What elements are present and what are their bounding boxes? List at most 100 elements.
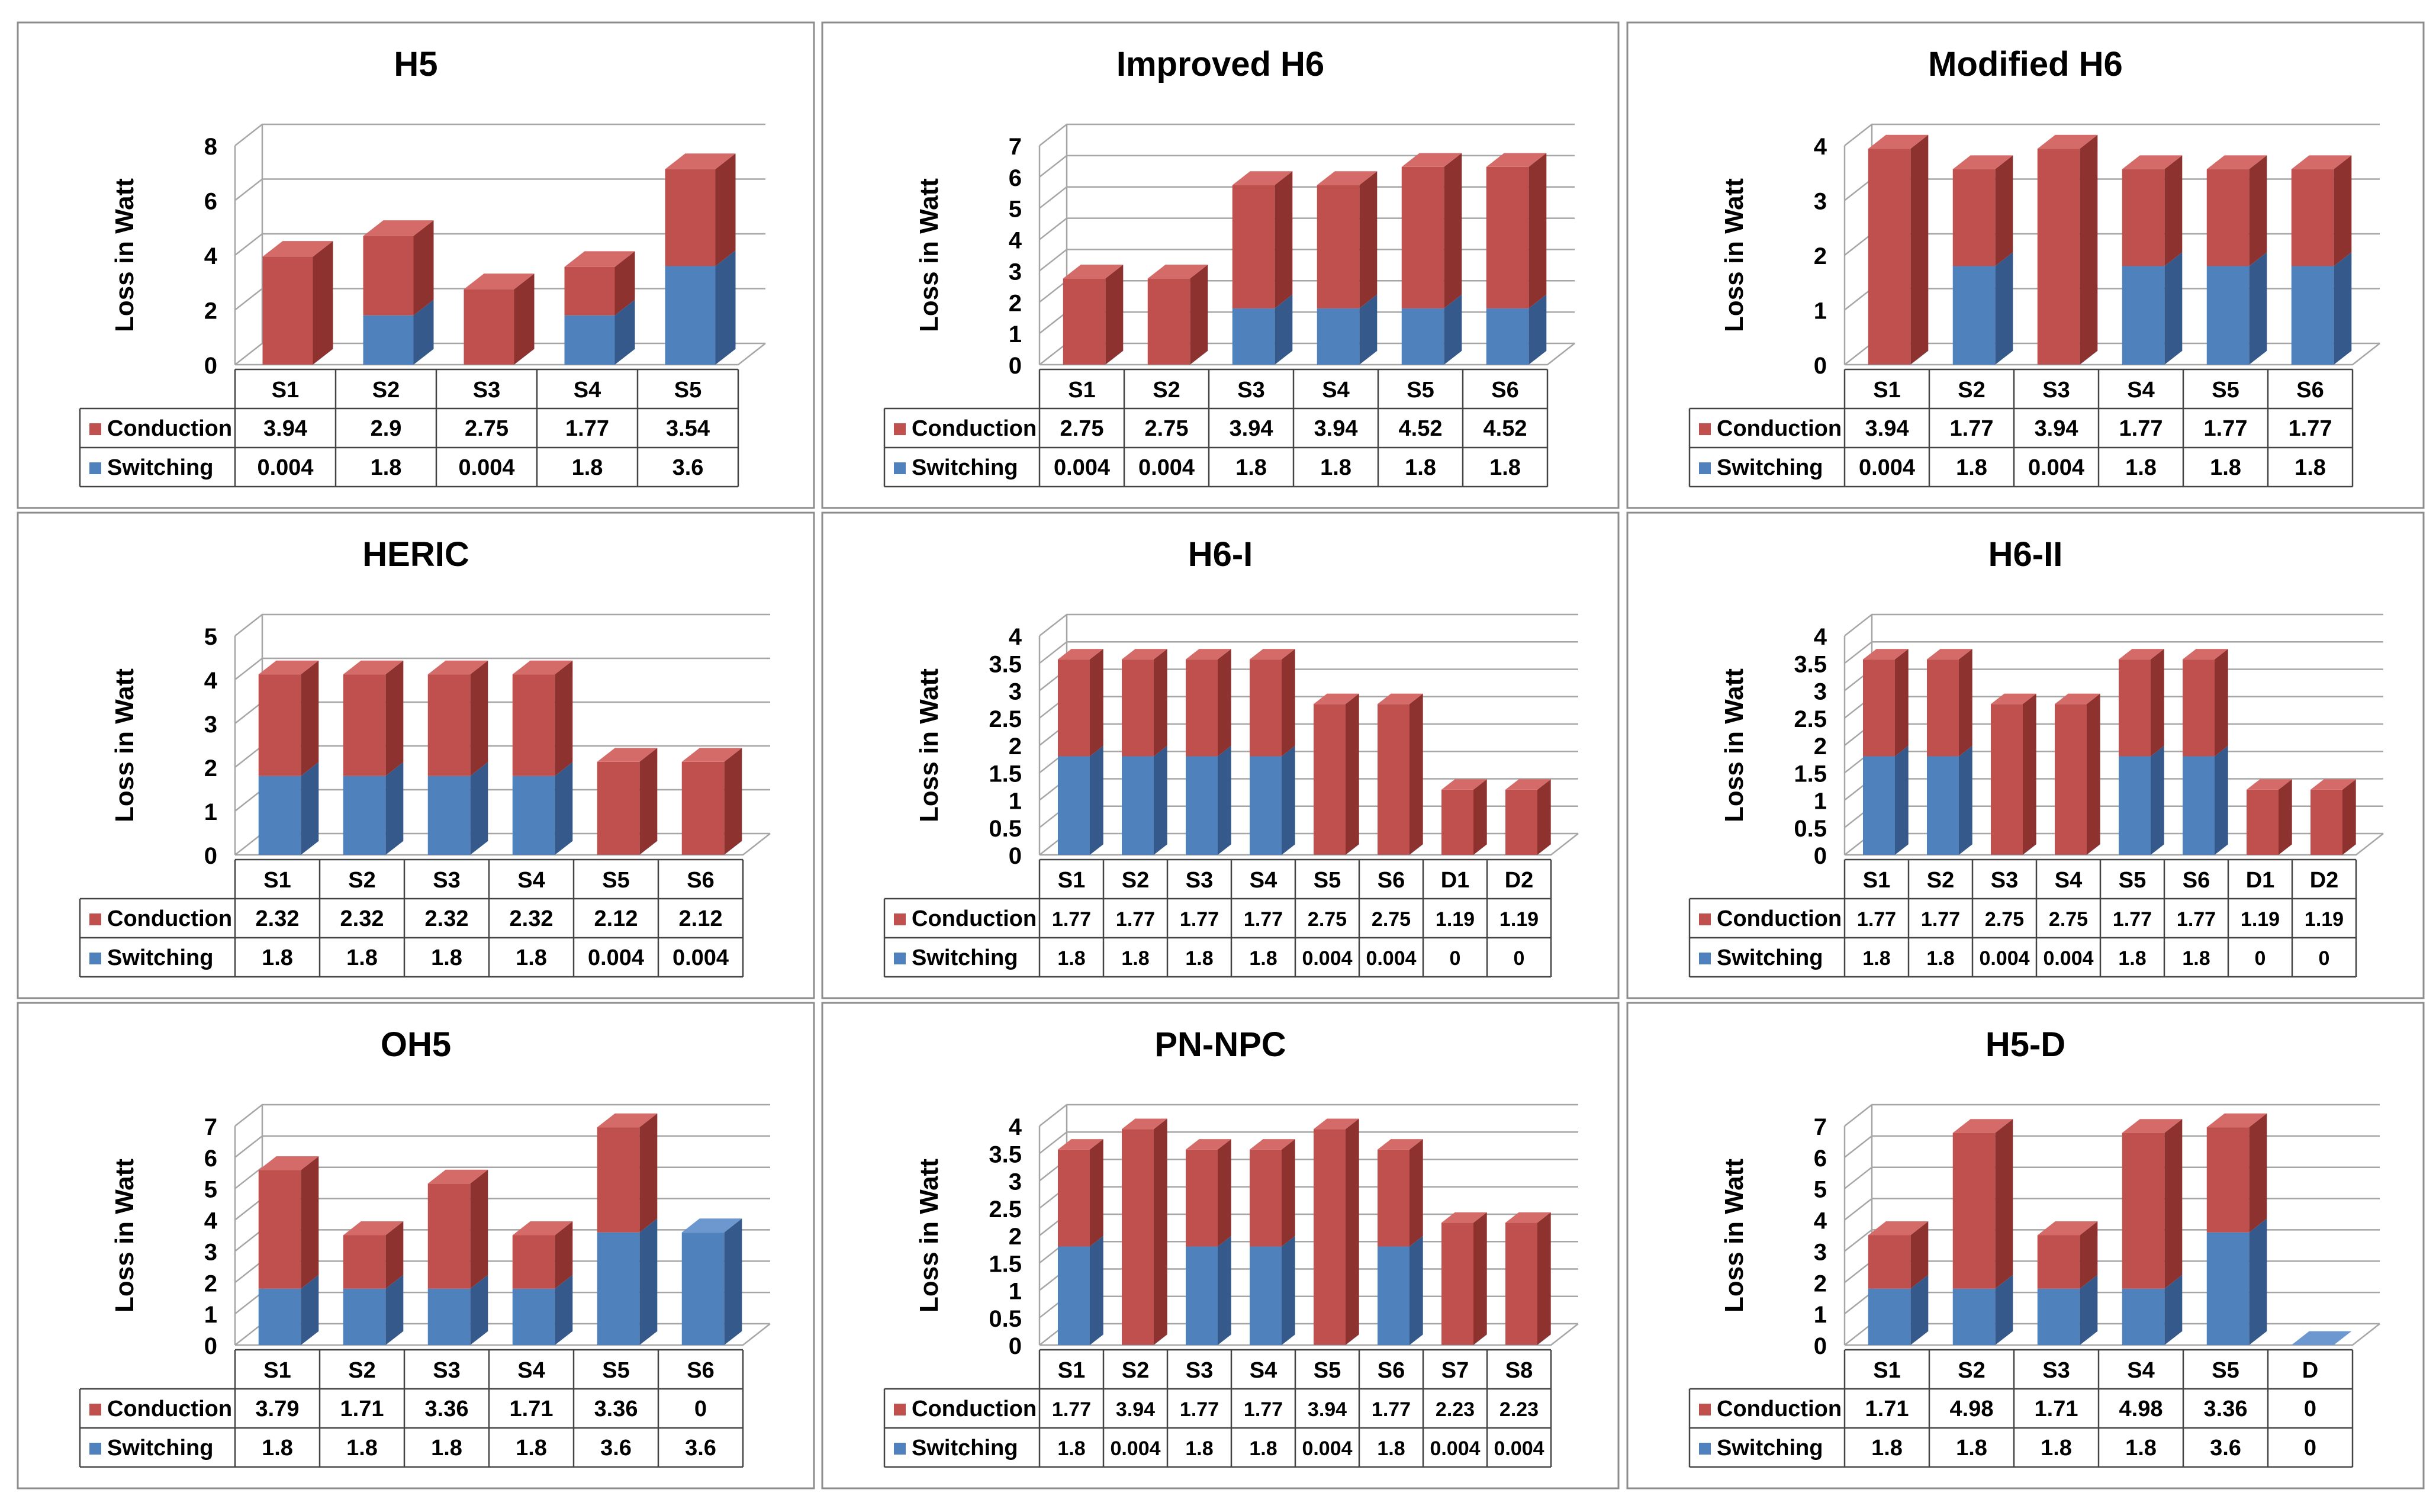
legend-conduction-label: Conduction (912, 1397, 1037, 1421)
x-tick-label: S5 (2212, 1358, 2239, 1383)
x-tick-label: S5 (1314, 868, 1341, 893)
y-tick-label: 0 (1814, 843, 1827, 869)
legend-switching-key (894, 1443, 906, 1455)
data-label: 0.004 (1054, 455, 1110, 480)
x-tick-label: S1 (1873, 378, 1900, 403)
bar-conduction (1122, 1129, 1154, 1344)
bar-switching (1250, 757, 1282, 855)
bar-conduction (428, 1183, 471, 1289)
data-label: 1.77 (1244, 1398, 1283, 1421)
data-label: 1.8 (1185, 947, 1213, 970)
bar-conduction (2055, 704, 2087, 854)
y-tick-label: 2 (204, 1270, 217, 1297)
bar-conduction (1505, 1223, 1537, 1344)
data-label: 0 (2304, 1436, 2316, 1460)
data-label: 1.8 (1956, 1436, 1987, 1460)
bar-conduction (1505, 790, 1537, 855)
data-label: 3.6 (2210, 1436, 2241, 1460)
y-tick-label: 4 (204, 668, 218, 694)
bar-switching (2122, 1289, 2165, 1345)
x-tick-label: S1 (272, 378, 299, 403)
bar-switching (682, 1233, 725, 1345)
y-tick-label: 6 (204, 189, 217, 215)
data-label: 0 (2319, 947, 2330, 970)
x-tick-label: S1 (263, 1358, 291, 1383)
bar-conduction (1063, 278, 1106, 364)
y-tick-label: 2 (204, 755, 217, 781)
y-tick-label: 0 (1814, 353, 1827, 379)
y-tick-label: 0 (204, 353, 217, 379)
data-label: 1.8 (1320, 455, 1351, 480)
bar-conduction (682, 762, 725, 855)
data-label: 3.94 (1865, 416, 1909, 441)
data-label: 1.8 (346, 1436, 378, 1460)
bar-switching (259, 776, 301, 855)
legend-conduction-key (1699, 423, 1711, 435)
bar-conduction (1186, 1150, 1218, 1247)
bar-switching (1058, 757, 1090, 855)
bar-conduction-side (639, 1114, 657, 1233)
y-tick-label: 1 (1009, 321, 1022, 348)
bar-switching (1186, 757, 1218, 855)
y-axis-label: Loss in Watt (915, 668, 944, 822)
legend-conduction-label: Conduction (107, 906, 232, 931)
y-tick-label: 2.5 (1794, 706, 1827, 732)
bar-switching-side (2334, 252, 2351, 365)
chart-title: Improved H6 (1116, 45, 1324, 83)
bar-switching (513, 776, 555, 855)
bar-conduction-side (2342, 779, 2356, 855)
x-tick-label: S4 (574, 378, 601, 403)
x-tick-label: S2 (1958, 378, 1985, 403)
data-label: 2.12 (594, 906, 638, 931)
bar-switching (1122, 757, 1154, 855)
data-label: 2.75 (465, 416, 509, 441)
data-label: 3.94 (2035, 416, 2078, 441)
data-label: 1.8 (1956, 455, 1987, 480)
y-tick-label: 2 (1009, 290, 1022, 316)
data-label: 0.004 (1859, 455, 1915, 480)
bar-conduction (343, 674, 386, 776)
x-tick-label: S5 (674, 378, 701, 403)
data-label: 1.8 (262, 1436, 293, 1460)
bar-conduction (2122, 1133, 2165, 1289)
bar-switching-side (1218, 746, 1231, 855)
data-label: 1.8 (1405, 455, 1436, 480)
y-tick-label: 2 (1814, 243, 1827, 269)
x-tick-label: S1 (1873, 1358, 1900, 1383)
data-label: 1.71 (510, 1397, 554, 1421)
bar-conduction-side (1537, 1212, 1551, 1345)
chart-title: H6-II (1988, 535, 2063, 574)
data-label: 1.19 (2241, 908, 2280, 931)
x-tick-label: D2 (1505, 868, 1534, 893)
bar-conduction (2038, 149, 2080, 364)
y-tick-label: 0.5 (989, 816, 1022, 842)
bar-switching-side (555, 762, 572, 855)
y-tick-label: 2 (204, 298, 217, 324)
chart-title: HERIC (362, 535, 469, 574)
bar-switching-side (2249, 252, 2267, 365)
y-tick-label: 3 (1814, 189, 1827, 215)
bar-conduction (1441, 790, 1473, 855)
data-label: 1.71 (1865, 1397, 1909, 1421)
legend-switching-label: Switching (107, 1436, 213, 1460)
data-label: 1.8 (2125, 455, 2157, 480)
bar-conduction-side (2164, 1119, 2182, 1289)
x-tick-label: S5 (2212, 378, 2239, 403)
legend-conduction-key (89, 1404, 101, 1416)
bar-switching (428, 1289, 471, 1345)
legend-conduction-key (894, 1404, 906, 1416)
legend-conduction-label: Conduction (1717, 1397, 1842, 1421)
data-label: 2.12 (679, 906, 723, 931)
data-label: 1.8 (1249, 947, 1277, 970)
legend-switching-key (1699, 1443, 1711, 1455)
bar-switching-side (2215, 746, 2228, 855)
legend-conduction-key (1699, 1404, 1711, 1416)
bar-conduction-side (1190, 265, 1208, 365)
data-label: 3.94 (1230, 416, 1273, 441)
data-label: 3.94 (1308, 1398, 1347, 1421)
legend-switching-key (1699, 953, 1711, 964)
x-tick-label: S4 (2055, 868, 2082, 893)
data-label: 2.75 (1060, 416, 1104, 441)
chart-title: Modified H6 (1928, 45, 2123, 83)
